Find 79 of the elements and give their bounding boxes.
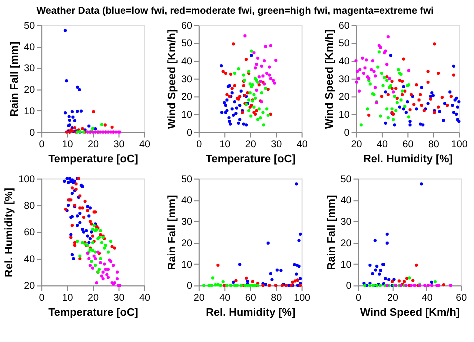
y-tick-label: 40 <box>24 254 36 266</box>
y-axis-title: Rel. Humidity [%] <box>4 188 16 278</box>
x-tick-label: 30 <box>114 140 126 151</box>
y-tick-label: 40 <box>338 56 350 68</box>
y-axis-title: Rain Fall [mm] <box>166 194 179 270</box>
y-tick-label: 60 <box>338 20 350 32</box>
y-tick-label: 20 <box>181 238 193 250</box>
x-tick-label: 0 <box>39 140 46 151</box>
y-tick-label: 40 <box>181 56 193 68</box>
y-tick-label: 20 <box>24 281 36 292</box>
y-tick-label: 30 <box>338 74 350 86</box>
y-tick-label: 40 <box>181 196 193 207</box>
x-tick-label: 10 <box>220 140 232 151</box>
y-tick-label: 50 <box>181 174 193 186</box>
x-tick-label: 40 <box>139 293 151 304</box>
x-tick-label: 20 <box>351 140 363 151</box>
y-tick-label: 10 <box>181 110 193 121</box>
y-tick-label: 40 <box>340 196 352 207</box>
y-tick-label: 10 <box>338 110 350 121</box>
y-tick-label: 30 <box>340 217 352 228</box>
x-tick-label: 20 <box>194 293 206 304</box>
y-tick-label: 20 <box>24 85 36 96</box>
y-tick-label: 30 <box>181 74 193 86</box>
y-tick-label: 50 <box>340 174 352 186</box>
y-tick-label: 50 <box>181 38 193 50</box>
y-tick-label: 60 <box>24 228 36 239</box>
x-axis-title: Temperature [oC] <box>48 306 139 319</box>
x-tick-label: 0 <box>356 293 362 304</box>
y-tick-label: 20 <box>338 92 350 104</box>
x-tick-label: 60 <box>456 293 468 304</box>
x-tick-label: 80 <box>271 293 283 304</box>
y-tick-label: 0 <box>346 281 352 292</box>
x-tick-label: 60 <box>402 140 414 151</box>
x-tick-label: 30 <box>114 293 126 304</box>
y-tick-label: 30 <box>181 217 193 228</box>
y-axis-title: Wind Speed [Km/h] <box>166 29 179 130</box>
y-axis-title: Rain Fall [mm] <box>326 194 338 270</box>
y-tick-label: 20 <box>340 238 352 250</box>
y-tick-label: 0 <box>30 128 36 139</box>
y-tick-label: 20 <box>181 92 193 104</box>
x-tick-label: 0 <box>196 140 203 151</box>
x-tick-label: 0 <box>39 293 46 304</box>
y-tick-label: 10 <box>24 106 36 118</box>
x-axis-title: Temperature [oC] <box>48 153 139 166</box>
x-tick-label: 40 <box>376 140 388 151</box>
x-axis-title: Rel. Humidity [%] <box>363 153 454 166</box>
y-axis-title: Wind Speed [Km/h] <box>324 29 336 130</box>
y-tick-label: 0 <box>344 128 350 139</box>
y-tick-label: 0 <box>186 128 193 139</box>
x-tick-label: 30 <box>271 140 283 151</box>
x-tick-label: 20 <box>388 293 400 304</box>
text: Weather Data (blue=low fwi, red=moderate fwi, green=high fwi, magenta=extreme fwi <box>36 6 434 18</box>
x-axis-title: Temperature [oC] <box>206 153 296 166</box>
y-tick-label: 30 <box>24 64 36 75</box>
y-tick-label: 0 <box>186 281 193 292</box>
x-axis-title: Wind Speed [Km/h] <box>360 306 460 319</box>
y-tick-label: 80 <box>24 200 36 212</box>
x-tick-label: 100 <box>451 140 468 151</box>
x-tick-label: 40 <box>422 293 434 304</box>
y-tick-label: 60 <box>181 20 193 32</box>
y-tick-label: 50 <box>24 20 36 32</box>
x-tick-label: 10 <box>62 140 74 151</box>
x-tick-label: 20 <box>245 140 257 151</box>
y-tick-label: 50 <box>338 38 350 50</box>
y-tick-label: 100 <box>18 174 36 186</box>
x-tick-label: 80 <box>428 140 440 151</box>
x-tick-label: 40 <box>139 140 151 151</box>
y-axis-title: Rain Fall [mm] <box>9 42 22 117</box>
x-tick-label: 60 <box>245 293 257 304</box>
x-tick-label: 10 <box>62 293 74 304</box>
x-tick-label: 100 <box>294 293 312 304</box>
x-tick-label: 20 <box>88 293 100 304</box>
y-tick-label: 10 <box>181 260 193 271</box>
y-tick-label: 10 <box>340 260 352 271</box>
x-axis-title: Rel. Humidity [%] <box>206 306 296 319</box>
x-tick-label: 40 <box>296 140 308 151</box>
y-tick-label: 40 <box>24 42 36 54</box>
x-tick-label: 20 <box>88 140 100 151</box>
x-tick-label: 40 <box>220 293 232 304</box>
